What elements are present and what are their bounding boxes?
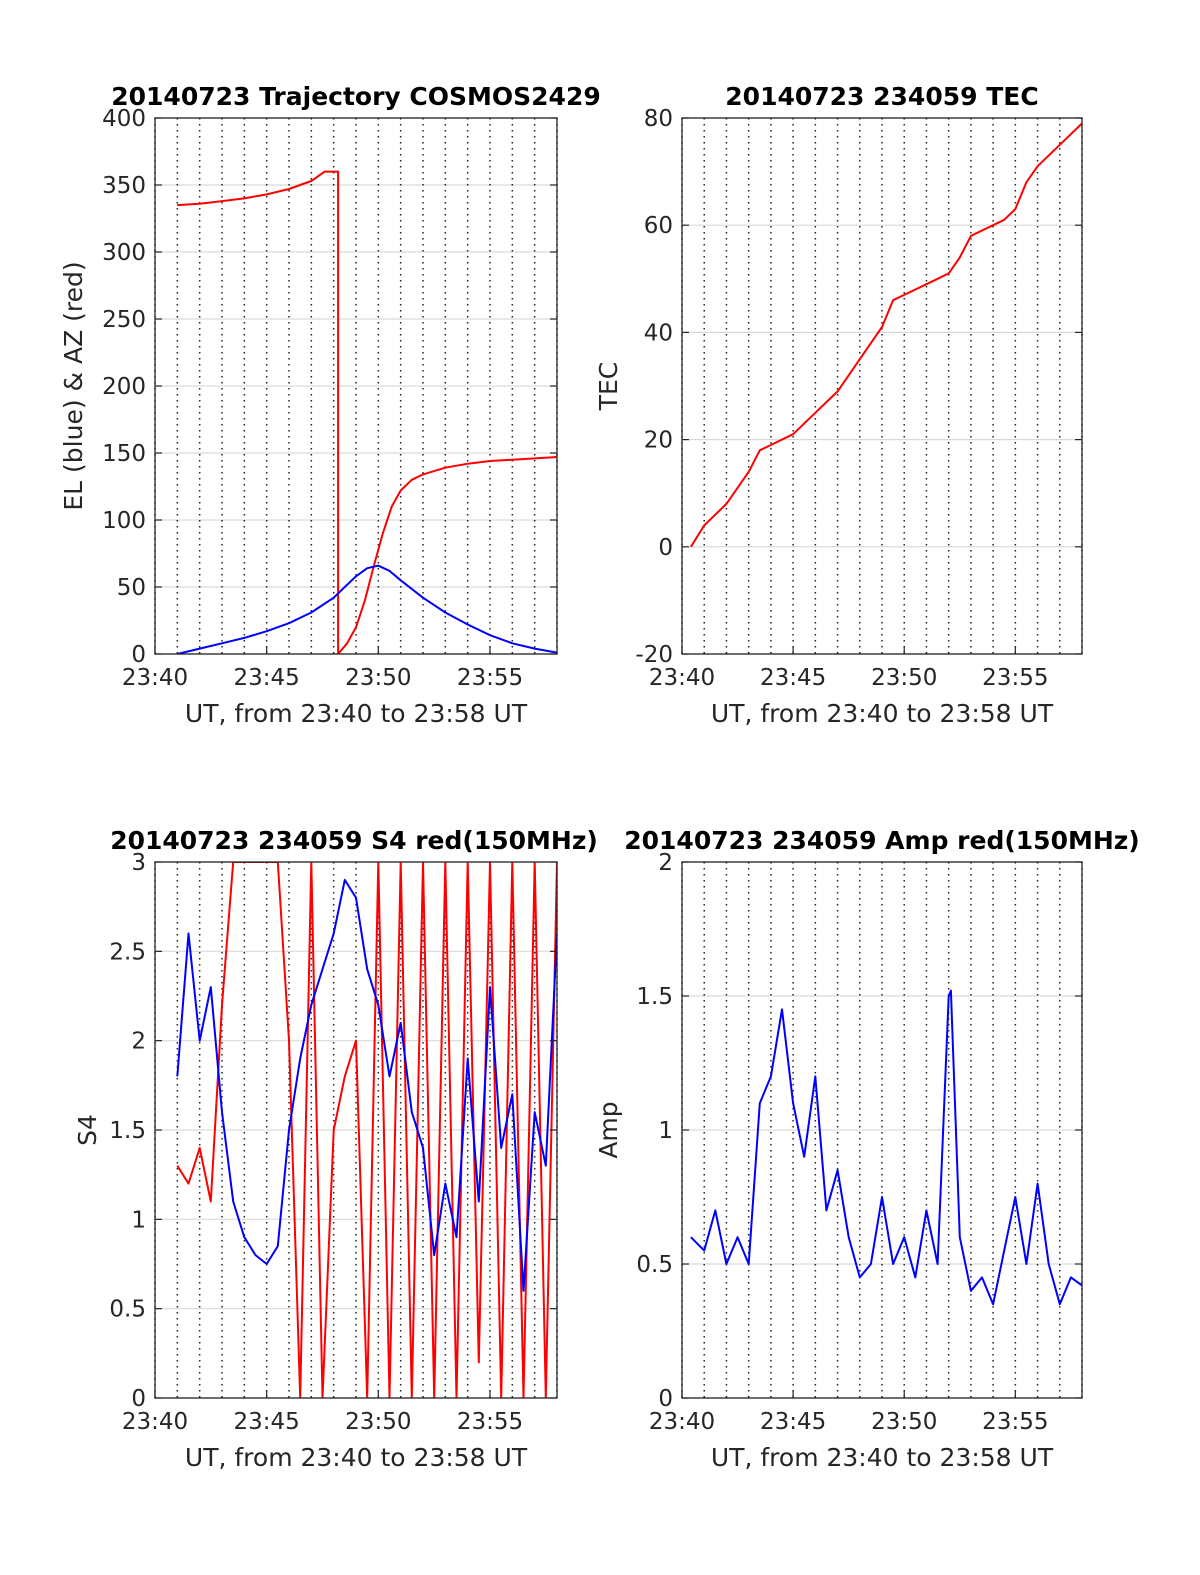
trajectory-xlabel: UT, from 23:40 to 23:58 UT [185, 699, 528, 728]
amp-ylabel: Amp [594, 1101, 623, 1158]
s4-ytick-label-1: 0.5 [109, 1297, 146, 1323]
s4-ytick-label-4: 2 [131, 1029, 146, 1055]
amp-title: 20140723 234059 Amp red(150MHz) [624, 826, 1140, 855]
trajectory-ytick-label-6: 300 [102, 240, 146, 266]
tec-title: 20140723 234059 TEC [725, 82, 1038, 111]
tec-xtick-label-3: 23:55 [982, 665, 1048, 691]
amp-xtick-label-1: 23:45 [760, 1409, 826, 1435]
s4-ytick-label-5: 2.5 [109, 939, 146, 965]
trajectory-panel: 0 50 100 150 200 250 300 350 400 23:40 23:45 23:50 2… [59, 82, 601, 728]
tec-ytick-label-4: 60 [644, 213, 673, 239]
s4-xlabel: UT, from 23:40 to 23:58 UT [185, 1443, 528, 1472]
tec-panel: -20 0 20 40 60 80 23:40 23:45 23:50 23:55 20140723… [594, 82, 1083, 728]
amp-xtick-label-2: 23:50 [871, 1409, 937, 1435]
tec-ytick-label-1: 0 [658, 535, 673, 561]
s4-xtick-label-3: 23:55 [457, 1409, 523, 1435]
s4-ytick-label-6: 3 [131, 850, 146, 876]
tec-xtick-label-0: 23:40 [649, 665, 715, 691]
s4-ytick-label-2: 1 [131, 1207, 146, 1233]
tec-ytick-label-0: -20 [635, 642, 673, 668]
amp-ytick-label-3: 1.5 [636, 984, 673, 1010]
tec-xlabel: UT, from 23:40 to 23:58 UT [711, 699, 1054, 728]
s4-title: 20140723 234059 S4 red(150MHz) [110, 826, 598, 855]
trajectory-ytick-label-5: 250 [102, 307, 146, 333]
trajectory-ytick-label-8: 400 [102, 106, 146, 132]
trajectory-ytick-label-3: 150 [102, 441, 146, 467]
amp-ytick-label-2: 1 [658, 1118, 673, 1144]
amp-series-amp-line [690, 989, 1082, 1306]
s4-xtick-label-2: 23:50 [345, 1409, 411, 1435]
tec-xtick-label-2: 23:50 [871, 665, 937, 691]
tec-ylabel: TEC [594, 362, 623, 412]
amp-panel: 0 0.5 1 1.5 2 23:40 23:45 23:50 23:55 20140723 23… [594, 826, 1140, 1472]
s4-series-blue-line [176, 878, 557, 1292]
tec-xtick-label-1: 23:45 [760, 665, 826, 691]
trajectory-xtick-label-2: 23:50 [345, 665, 411, 691]
tec-ytick-label-2: 20 [644, 428, 673, 454]
tec-axes-frame [681, 117, 1083, 655]
tec-ytick-label-5: 80 [644, 106, 673, 132]
amp-xtick-label-3: 23:55 [982, 1409, 1048, 1435]
amp-ytick-label-4: 2 [658, 850, 673, 876]
trajectory-title: 20140723 Trajectory COSMOS2429 [111, 82, 601, 111]
tec-series-tec-line [690, 122, 1082, 548]
tec-ytick-label-3: 40 [644, 320, 673, 346]
trajectory-ytick-label-0: 0 [131, 642, 146, 668]
trajectory-xtick-label-1: 23:45 [234, 665, 300, 691]
s4-ytick-label-3: 1.5 [109, 1118, 146, 1144]
s4-panel: 0 0.5 1 1.5 2 2.5 3 23:40 23:45 23:50 23:55 2014072… [73, 826, 598, 1472]
trajectory-xtick-label-3: 23:55 [457, 665, 523, 691]
amp-ytick-label-1: 0.5 [636, 1252, 673, 1278]
trajectory-ytick-label-2: 100 [102, 508, 146, 534]
trajectory-ytick-label-4: 200 [102, 374, 146, 400]
trajectory-series-el-line [177, 564, 557, 654]
s4-ylabel: S4 [73, 1114, 102, 1146]
trajectory-ylabel: EL (blue) & AZ (red) [59, 261, 88, 510]
amp-ytick-label-0: 0 [658, 1386, 673, 1412]
trajectory-ytick-label-1: 50 [117, 575, 146, 601]
trajectory-xtick-label-0: 23:40 [122, 665, 188, 691]
amp-xtick-label-0: 23:40 [649, 1409, 715, 1435]
trajectory-ytick-label-7: 350 [102, 173, 146, 199]
s4-ytick-label-0: 0 [131, 1386, 146, 1412]
s4-xtick-label-0: 23:40 [122, 1409, 188, 1435]
amp-xlabel: UT, from 23:40 to 23:58 UT [711, 1443, 1054, 1472]
s4-xtick-label-1: 23:45 [234, 1409, 300, 1435]
trajectory-series-az-line [177, 170, 557, 654]
